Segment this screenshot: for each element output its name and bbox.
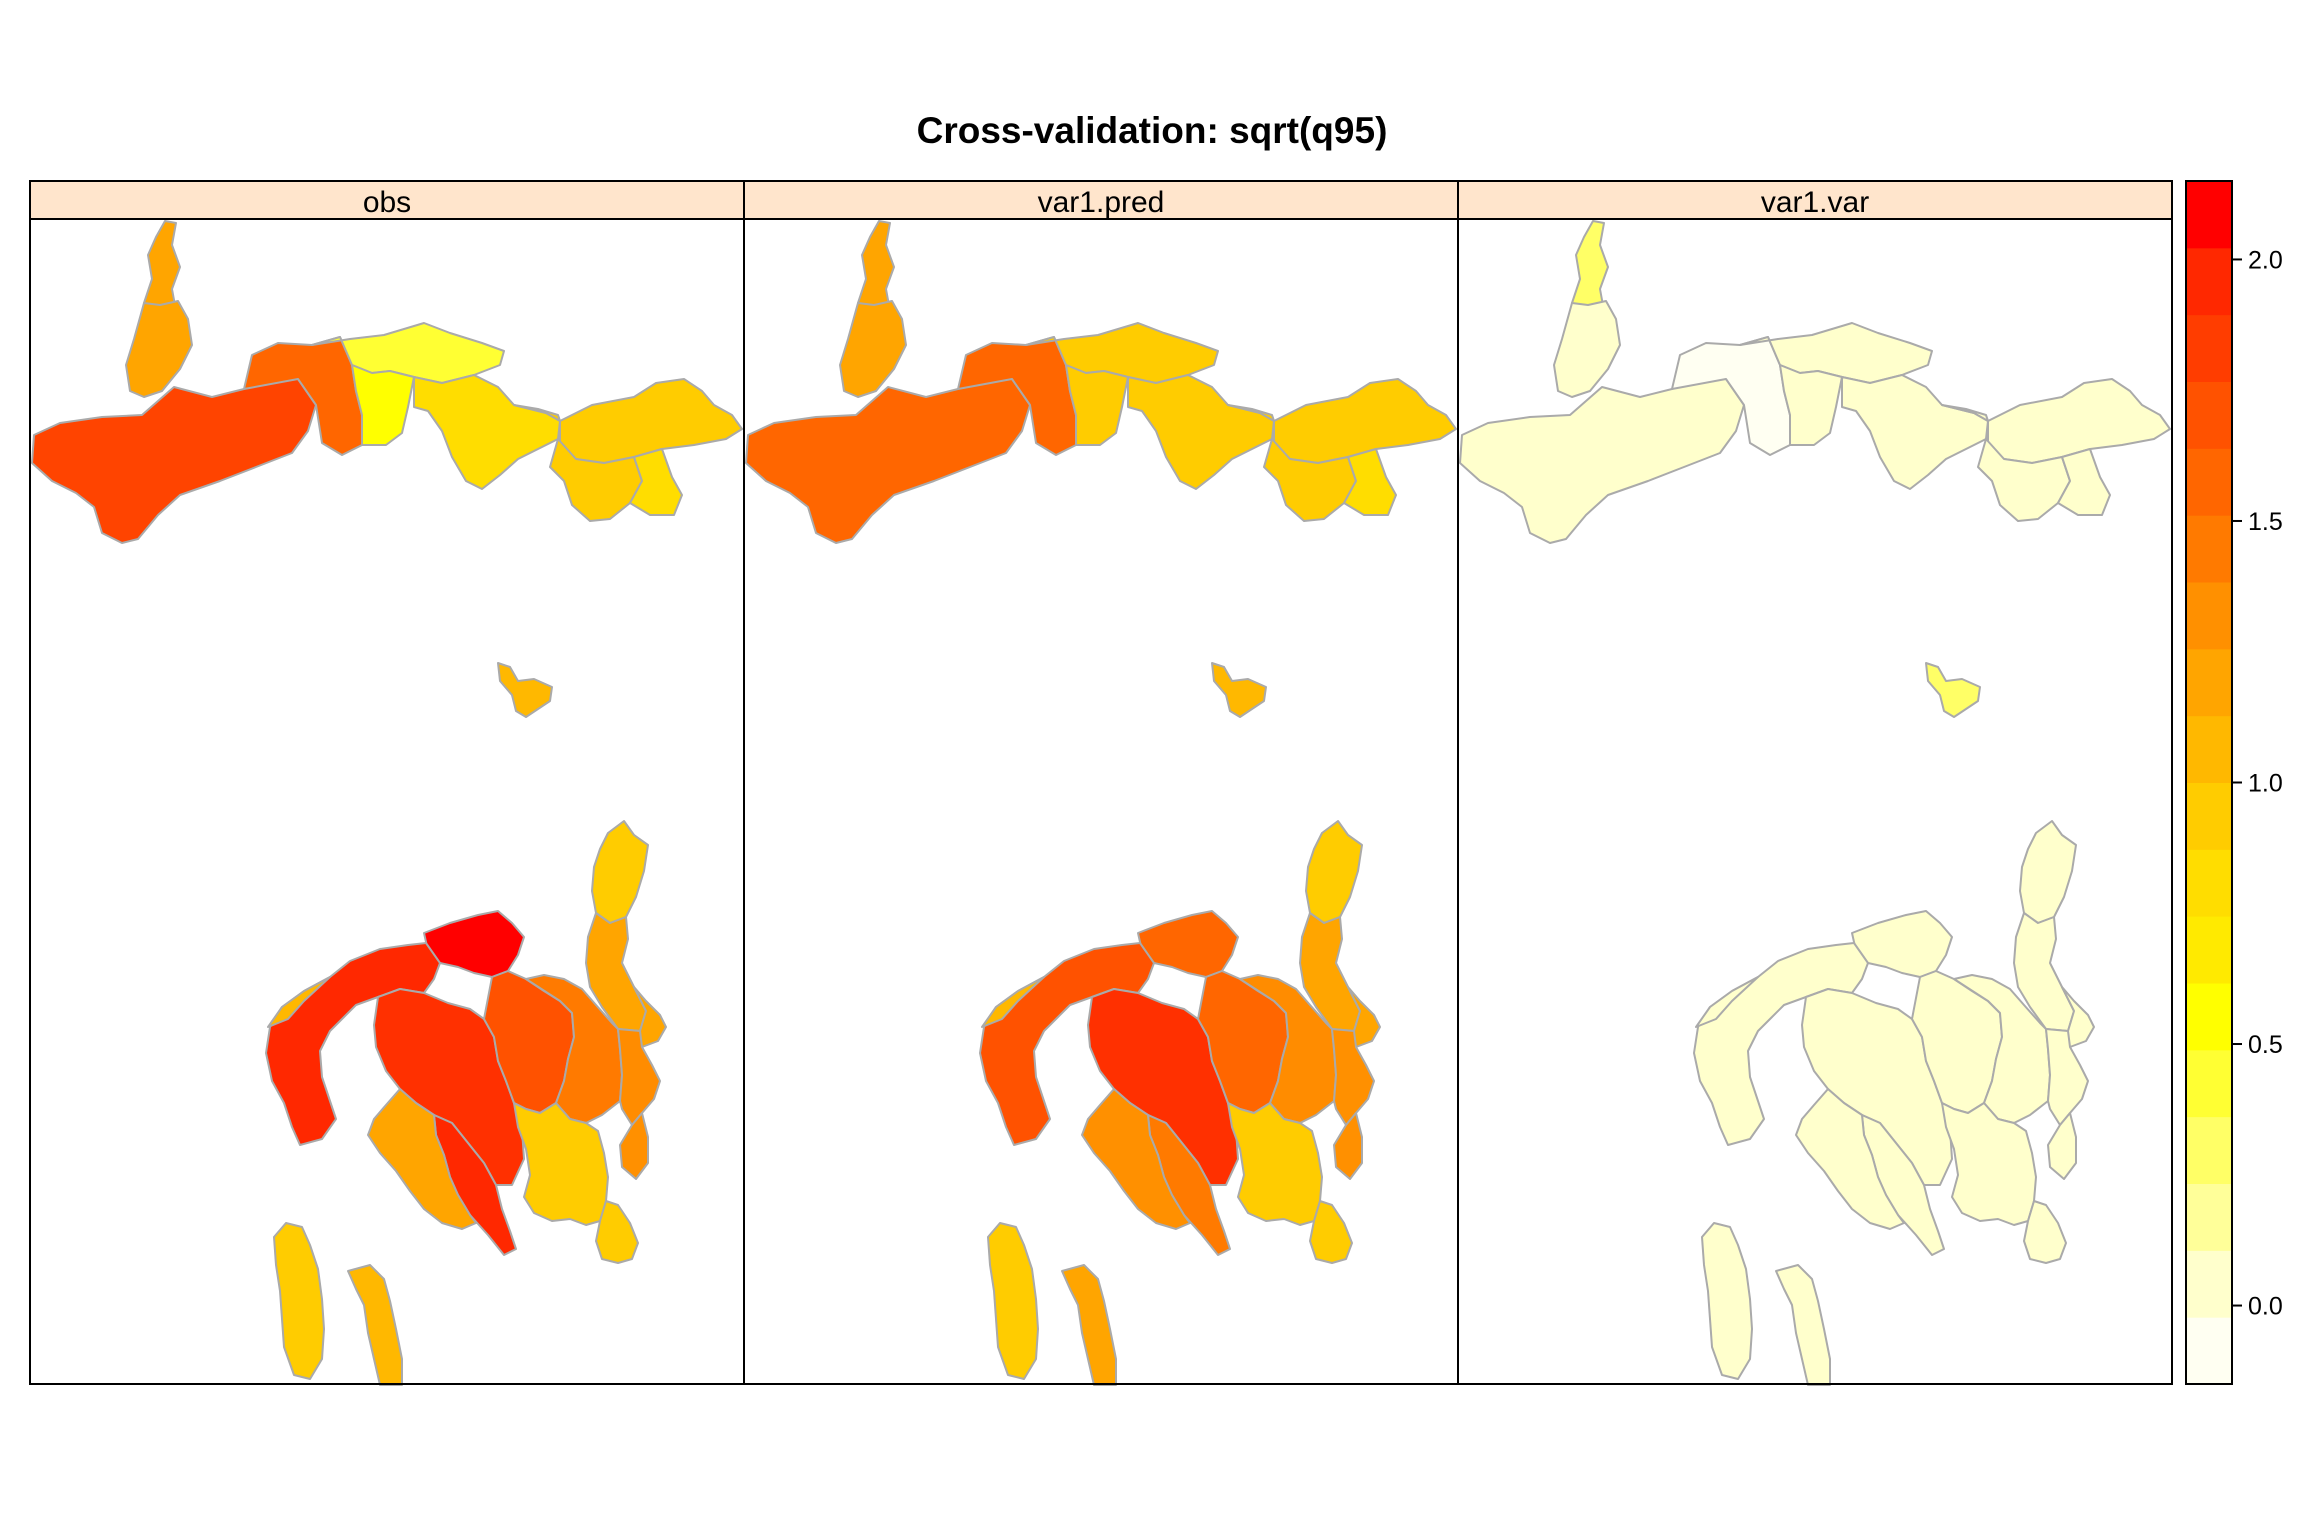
region-south-17: [981, 976, 1045, 1028]
region-north-3: [31, 376, 317, 544]
region-south-17: [267, 976, 331, 1028]
region-south-13: [1941, 1102, 2037, 1226]
region-south-16: [347, 1264, 403, 1386]
regions-var1-var: [1459, 220, 2171, 1386]
colorbar-tick-label-4: 1.5: [2248, 508, 2283, 536]
region-north-9: [1977, 438, 2071, 522]
colorbar-level-12: [2186, 582, 2232, 650]
panel-obs: obs: [29, 180, 745, 1386]
page-title: Cross-validation: sqrt(q95): [916, 110, 1388, 151]
region-north-11: [513, 404, 561, 422]
colorbar-level-4: [2186, 1116, 2232, 1184]
region-south-10: [619, 1112, 649, 1180]
region-north-9: [1263, 438, 1357, 522]
regions-var1-pred: [745, 220, 1457, 1386]
region-north-8: [1987, 378, 2171, 464]
region-south-6: [1087, 988, 1239, 1186]
region-south-16: [1775, 1264, 1831, 1386]
colorbar-level-15: [2186, 381, 2232, 449]
region-south-14: [1309, 1200, 1353, 1264]
region-north-7: [1841, 374, 1989, 490]
region-north-8: [559, 378, 743, 464]
region-north-6: [351, 364, 415, 446]
panel-var1-pred: var1.pred: [743, 180, 1459, 1386]
regions-obs: [31, 220, 743, 1386]
region-south-1: [591, 820, 649, 924]
region-south-12: [367, 1088, 477, 1230]
region-south-8: [1953, 974, 2051, 1124]
colorbar-tick-label-3: 1.0: [2248, 770, 2283, 798]
region-north-7: [1127, 374, 1275, 490]
region-north-6: [1779, 364, 1843, 446]
colorbar-level-3: [2186, 1183, 2232, 1251]
region-north-9: [549, 438, 643, 522]
region-south-15: [273, 1222, 325, 1380]
colorbar-level-7: [2186, 916, 2232, 984]
region-north-8: [1273, 378, 1457, 464]
colorbar-level-14: [2186, 448, 2232, 516]
region-south-17: [1695, 976, 1759, 1028]
region-south-13: [513, 1102, 609, 1226]
region-south-15: [1701, 1222, 1753, 1380]
region-south-15: [987, 1222, 1039, 1380]
colorbar-level-2: [2186, 1250, 2232, 1318]
colorbar-level-17: [2186, 247, 2232, 316]
colorbar-level-1: [2186, 1317, 2232, 1385]
panel-strip-obs: [29, 180, 745, 220]
panel-label-obs: obs: [363, 186, 411, 219]
region-north-7: [413, 374, 561, 490]
region-south-4: [423, 910, 525, 978]
region-north-3: [745, 376, 1031, 544]
region-south-6: [373, 988, 525, 1186]
colorbar-level-11: [2186, 648, 2232, 717]
region-north-10: [1343, 448, 1397, 516]
colorbar-tick-label-1: 0.0: [2248, 1293, 2283, 1321]
panel-label-var1-var: var1.var: [1761, 186, 1869, 219]
colorbar-level-13: [2186, 515, 2232, 583]
panel-frame-var1-var: [1457, 180, 2173, 1385]
region-south-1: [2019, 820, 2077, 924]
region-north-3: [1459, 376, 1745, 544]
region-south-8: [1239, 974, 1337, 1124]
region-south-6: [1801, 988, 1953, 1186]
region-island-1: [1925, 662, 1981, 718]
region-south-14: [2023, 1200, 2067, 1264]
region-south-4: [1851, 910, 1953, 978]
region-south-1: [1305, 820, 1363, 924]
colorbar-level-9: [2186, 782, 2232, 850]
region-south-13: [1227, 1102, 1323, 1226]
region-north-11: [1941, 404, 1989, 422]
region-south-12: [1795, 1088, 1905, 1230]
colorbar-level-5: [2186, 1049, 2232, 1118]
region-south-10: [2047, 1112, 2077, 1180]
region-south-4: [1137, 910, 1239, 978]
region-island-1: [1211, 662, 1267, 718]
colorbar-legend: 0.0 0.5 1.0 1.5 2.0: [2185, 180, 2283, 1385]
colorbar-tick-label-5: 2.0: [2248, 246, 2283, 274]
panel-var1-var: var1.var: [1457, 180, 2173, 1386]
region-south-12: [1081, 1088, 1191, 1230]
region-south-16: [1061, 1264, 1117, 1386]
region-south-14: [595, 1200, 639, 1264]
region-north-6: [1065, 364, 1129, 446]
region-north-2: [125, 300, 193, 398]
region-south-10: [1333, 1112, 1363, 1180]
region-north-2: [839, 300, 907, 398]
region-north-10: [629, 448, 683, 516]
region-island-1: [497, 662, 553, 718]
colorbar-level-10: [2186, 715, 2232, 783]
colorbar-level-16: [2186, 314, 2232, 382]
region-north-11: [1227, 404, 1275, 422]
region-north-2: [1553, 300, 1621, 398]
colorbar-tick-label-2: 0.5: [2248, 1031, 2283, 1059]
panel-label-var1-pred: var1.pred: [1038, 186, 1165, 219]
region-south-8: [525, 974, 623, 1124]
region-north-10: [2057, 448, 2111, 516]
colorbar-level-8: [2186, 849, 2232, 917]
colorbar-level-6: [2186, 983, 2232, 1051]
colorbar-level-18: [2186, 181, 2232, 249]
